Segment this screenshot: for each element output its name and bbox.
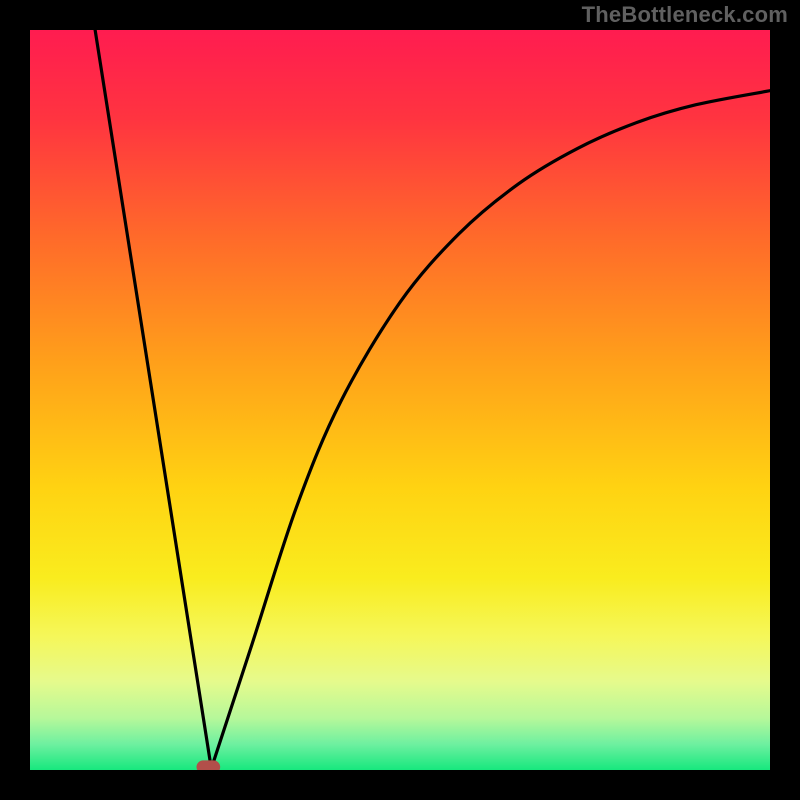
chart-stage: TheBottleneck.com xyxy=(0,0,800,800)
minimum-marker xyxy=(197,760,221,770)
watermark-text: TheBottleneck.com xyxy=(582,2,788,28)
plot-svg xyxy=(30,30,770,770)
plot-area xyxy=(30,30,770,770)
plot-background xyxy=(30,30,770,770)
